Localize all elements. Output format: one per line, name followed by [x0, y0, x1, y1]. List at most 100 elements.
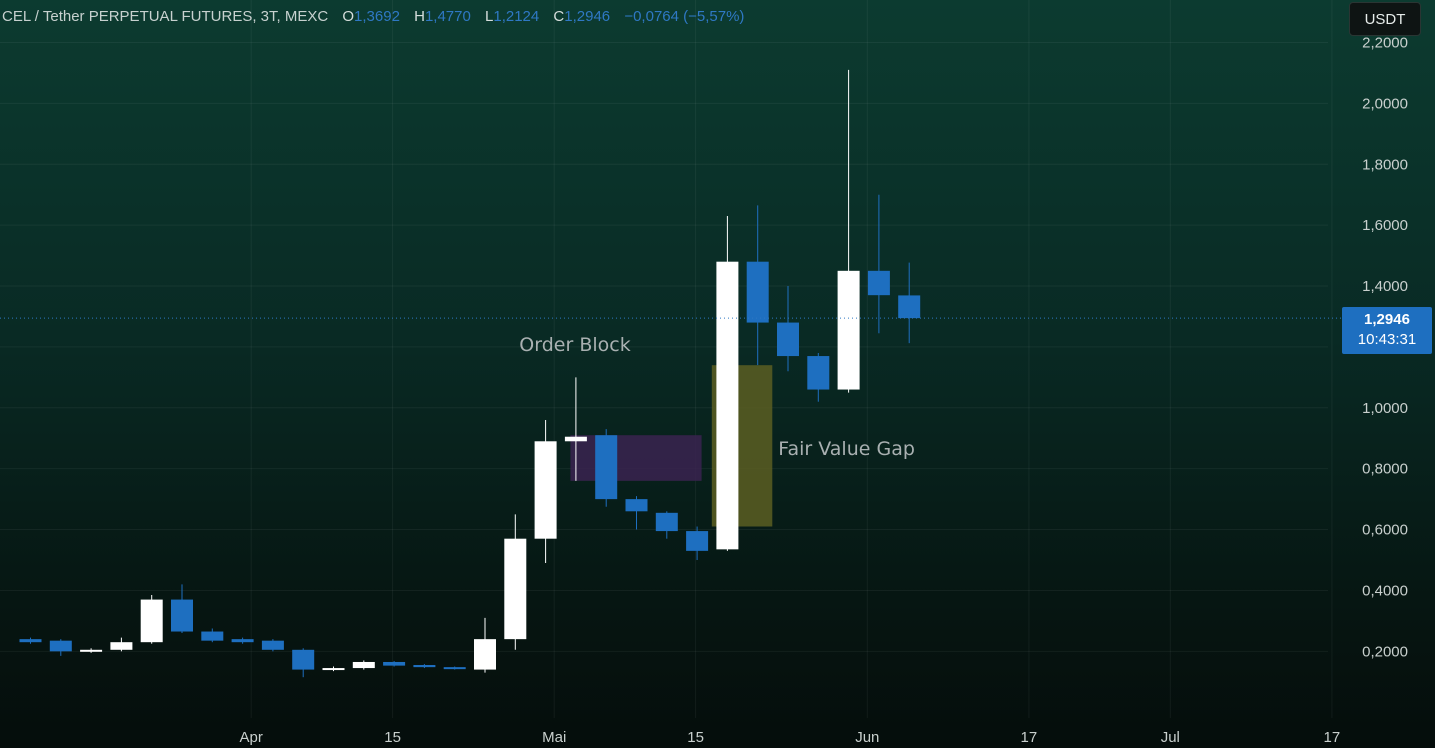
- candle[interactable]: [413, 664, 436, 669]
- open-value: 1,3692: [354, 8, 400, 25]
- candle[interactable]: [625, 496, 648, 530]
- candle[interactable]: [686, 526, 709, 560]
- candle-body[interactable]: [413, 665, 436, 668]
- candle[interactable]: [383, 661, 406, 667]
- candle[interactable]: [201, 628, 224, 643]
- candle[interactable]: [474, 617, 496, 673]
- order-block-label: Order Block: [519, 334, 630, 356]
- candle-body[interactable]: [49, 640, 72, 652]
- candle[interactable]: [837, 69, 860, 393]
- candle-body[interactable]: [746, 261, 769, 323]
- candle-body[interactable]: [595, 435, 618, 500]
- time-tick-label: Apr: [240, 729, 263, 746]
- candle[interactable]: [716, 216, 739, 551]
- candle[interactable]: [595, 429, 618, 507]
- candle-body[interactable]: [352, 661, 375, 669]
- time-tick-label: 17: [1324, 729, 1341, 746]
- price-tick-label: 2,0000: [1362, 95, 1408, 112]
- order-block-zone: [570, 435, 702, 481]
- candle-body[interactable]: [171, 599, 193, 632]
- candle[interactable]: [322, 666, 345, 672]
- grid-lines: [0, 0, 1332, 718]
- time-tick-label: 15: [384, 729, 401, 746]
- change-value: −0,0764 (−5,57%): [624, 8, 745, 25]
- price-tick-label: 0,6000: [1362, 522, 1408, 539]
- candle[interactable]: [777, 286, 799, 372]
- candle-body[interactable]: [231, 639, 254, 643]
- candle-body[interactable]: [322, 668, 345, 671]
- candle-body[interactable]: [655, 512, 678, 532]
- bar-countdown: 10:43:31: [1357, 331, 1417, 348]
- candle-body[interactable]: [504, 538, 527, 640]
- high-value: 1,4770: [424, 8, 471, 25]
- time-tick-label: 15: [687, 729, 704, 746]
- close-value: 1,2946: [564, 8, 611, 25]
- time-axis[interactable]: Apr 15 Mai 15 Jun 17 Jul 17: [240, 729, 1341, 746]
- price-tick-label: 1,8000: [1362, 156, 1408, 173]
- candle-body[interactable]: [201, 631, 224, 641]
- last-price-value: 1,2946: [1364, 311, 1410, 328]
- price-tick-label: 0,2000: [1362, 643, 1408, 660]
- candle[interactable]: [898, 262, 921, 344]
- high-label: H: [414, 8, 425, 25]
- currency-button[interactable]: USDT: [1349, 2, 1421, 36]
- candle-body[interactable]: [867, 270, 890, 296]
- candle[interactable]: [564, 377, 587, 481]
- candle-body[interactable]: [80, 649, 103, 652]
- candle[interactable]: [49, 639, 72, 656]
- price-tick-label: 0,4000: [1362, 582, 1408, 599]
- price-tick-label: 2,2000: [1362, 35, 1408, 52]
- candle[interactable]: [110, 637, 133, 652]
- candle-body[interactable]: [686, 531, 709, 551]
- price-tick-label: 1,6000: [1362, 217, 1408, 234]
- candle[interactable]: [655, 511, 678, 539]
- open-label: O: [342, 8, 355, 25]
- candle[interactable]: [807, 353, 830, 402]
- candle-body[interactable]: [383, 661, 406, 666]
- time-tick-label: Jun: [855, 729, 879, 746]
- candle-body[interactable]: [807, 356, 830, 390]
- candle-body[interactable]: [292, 649, 315, 670]
- candle-body[interactable]: [777, 322, 799, 357]
- close-label: C: [553, 8, 565, 25]
- candle-body[interactable]: [140, 599, 163, 643]
- candle[interactable]: [80, 648, 103, 653]
- time-tick-label: 17: [1021, 729, 1038, 746]
- fair-value-gap-label: Fair Value Gap: [778, 438, 915, 460]
- candle[interactable]: [231, 637, 254, 644]
- price-tick-label: 1,4000: [1362, 278, 1408, 295]
- candle-body[interactable]: [443, 667, 466, 670]
- candle[interactable]: [19, 637, 42, 644]
- candle-body[interactable]: [898, 295, 921, 319]
- candle[interactable]: [171, 584, 193, 634]
- candle[interactable]: [534, 419, 557, 564]
- low-value: 1,2124: [493, 8, 540, 25]
- last-price-label: 1,2946 10:43:31: [1342, 307, 1432, 354]
- candle-body[interactable]: [837, 270, 860, 390]
- candle-body[interactable]: [110, 642, 133, 650]
- symbol-info-header: CEL / Tether PERPETUAL FUTURES, 3T, MEXC…: [2, 8, 744, 25]
- price-tick-label: 0,8000: [1362, 461, 1408, 478]
- candle-body[interactable]: [534, 441, 557, 539]
- candle-body[interactable]: [474, 639, 496, 670]
- time-tick-label: Jul: [1161, 729, 1180, 746]
- candle-body[interactable]: [19, 639, 42, 643]
- price-tick-label: 1,0000: [1362, 400, 1408, 417]
- candle[interactable]: [504, 514, 527, 650]
- candle[interactable]: [292, 648, 315, 678]
- candle[interactable]: [140, 595, 163, 644]
- candles[interactable]: [19, 69, 921, 678]
- candle-body[interactable]: [625, 499, 648, 512]
- symbol-title[interactable]: CEL / Tether PERPETUAL FUTURES, 3T, MEXC: [2, 8, 329, 25]
- candle-body[interactable]: [564, 436, 587, 442]
- candle[interactable]: [867, 194, 890, 334]
- candle[interactable]: [746, 205, 769, 366]
- candle[interactable]: [443, 666, 466, 670]
- candle[interactable]: [261, 639, 284, 652]
- candle[interactable]: [352, 660, 375, 670]
- candle-body[interactable]: [716, 261, 739, 550]
- candle-body[interactable]: [261, 640, 284, 650]
- time-tick-label: Mai: [542, 729, 566, 746]
